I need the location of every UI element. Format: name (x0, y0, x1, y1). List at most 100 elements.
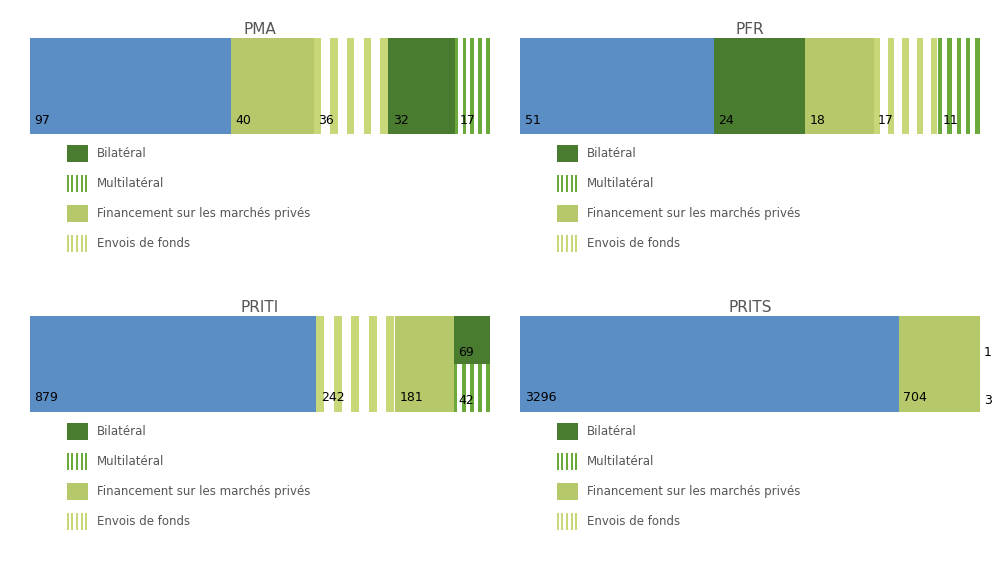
Bar (71, 513, 73, 530)
Text: Financement sur les marchés privés: Financement sur les marchés privés (97, 485, 310, 498)
Text: 1: 1 (984, 346, 992, 359)
Text: 24: 24 (718, 113, 734, 126)
Bar (67, 145, 88, 162)
Bar (714, 38, 805, 134)
Bar (347, 38, 354, 134)
Bar (30, 38, 231, 134)
Bar (571, 513, 573, 530)
Text: 18: 18 (810, 113, 826, 126)
Bar (557, 205, 578, 222)
Text: 51: 51 (525, 113, 540, 126)
Bar (917, 38, 923, 134)
Bar (566, 175, 568, 192)
Bar (561, 452, 563, 469)
Text: 97: 97 (35, 113, 50, 126)
Bar (478, 364, 482, 412)
Bar (369, 316, 377, 412)
Bar (557, 145, 578, 162)
Bar (85, 175, 87, 192)
Text: 17: 17 (459, 113, 475, 126)
Text: PRITS: PRITS (728, 300, 772, 315)
Bar (85, 235, 87, 252)
Bar (71, 452, 73, 469)
Bar (575, 175, 577, 192)
Bar (67, 513, 88, 530)
Bar (395, 316, 454, 412)
Text: Bilatéral: Bilatéral (97, 147, 146, 160)
Bar (76, 452, 78, 469)
Text: 69: 69 (458, 346, 474, 359)
Text: 181: 181 (400, 391, 423, 404)
Text: 17: 17 (878, 113, 894, 126)
Text: Multilatéral: Multilatéral (587, 177, 654, 190)
Bar (874, 38, 938, 134)
Bar (67, 235, 88, 252)
Bar (380, 38, 388, 134)
Text: Financement sur les marchés privés: Financement sur les marchés privés (587, 485, 800, 498)
Text: Bilatéral: Bilatéral (587, 425, 636, 438)
Bar (462, 364, 466, 412)
Bar (566, 235, 568, 252)
Bar (566, 452, 568, 469)
Bar (966, 38, 970, 134)
Text: 36: 36 (318, 113, 334, 126)
Bar (81, 513, 83, 530)
Bar (67, 513, 69, 530)
Bar (314, 38, 321, 134)
Bar (947, 38, 952, 134)
Bar (67, 205, 88, 222)
Bar (888, 38, 894, 134)
Text: Financement sur les marchés privés: Financement sur les marchés privés (97, 207, 310, 220)
Bar (71, 235, 73, 252)
Bar (571, 175, 573, 192)
Bar (571, 235, 573, 252)
Text: Envois de fonds: Envois de fonds (587, 237, 680, 250)
Bar (67, 452, 88, 469)
Bar (386, 316, 394, 412)
Text: PRITI: PRITI (241, 300, 279, 315)
Text: Envois de fonds: Envois de fonds (97, 237, 190, 250)
Bar (557, 452, 578, 469)
Bar (76, 175, 78, 192)
Bar (470, 364, 474, 412)
Bar (561, 235, 563, 252)
Bar (957, 38, 961, 134)
Bar (316, 316, 324, 412)
Bar (71, 175, 73, 192)
Text: 42: 42 (458, 394, 474, 407)
Bar (566, 513, 568, 530)
Bar (81, 452, 83, 469)
Bar (67, 483, 88, 500)
Bar (67, 175, 69, 192)
Bar (571, 452, 573, 469)
Bar (81, 175, 83, 192)
Bar (557, 235, 559, 252)
Text: Financement sur les marchés privés: Financement sur les marchés privés (587, 207, 800, 220)
Bar (557, 175, 578, 192)
Bar (557, 513, 578, 530)
Bar (478, 38, 482, 134)
Bar (938, 38, 942, 134)
Bar (334, 316, 342, 412)
Bar (557, 235, 578, 252)
Bar (561, 175, 563, 192)
Text: 11: 11 (943, 113, 959, 126)
Bar (805, 38, 874, 134)
Text: 242: 242 (321, 391, 344, 404)
Bar (454, 316, 490, 364)
Bar (470, 38, 474, 134)
Bar (455, 38, 490, 134)
Bar (520, 316, 899, 412)
Bar (67, 175, 88, 192)
Bar (67, 422, 88, 439)
Text: 3: 3 (984, 394, 992, 407)
Text: Bilatéral: Bilatéral (97, 425, 146, 438)
Text: Bilatéral: Bilatéral (587, 147, 636, 160)
Bar (330, 38, 338, 134)
Text: Envois de fonds: Envois de fonds (97, 515, 190, 528)
Bar (30, 316, 316, 412)
Bar (902, 38, 909, 134)
Text: 40: 40 (236, 113, 251, 126)
Bar (557, 175, 559, 192)
Bar (938, 38, 980, 134)
